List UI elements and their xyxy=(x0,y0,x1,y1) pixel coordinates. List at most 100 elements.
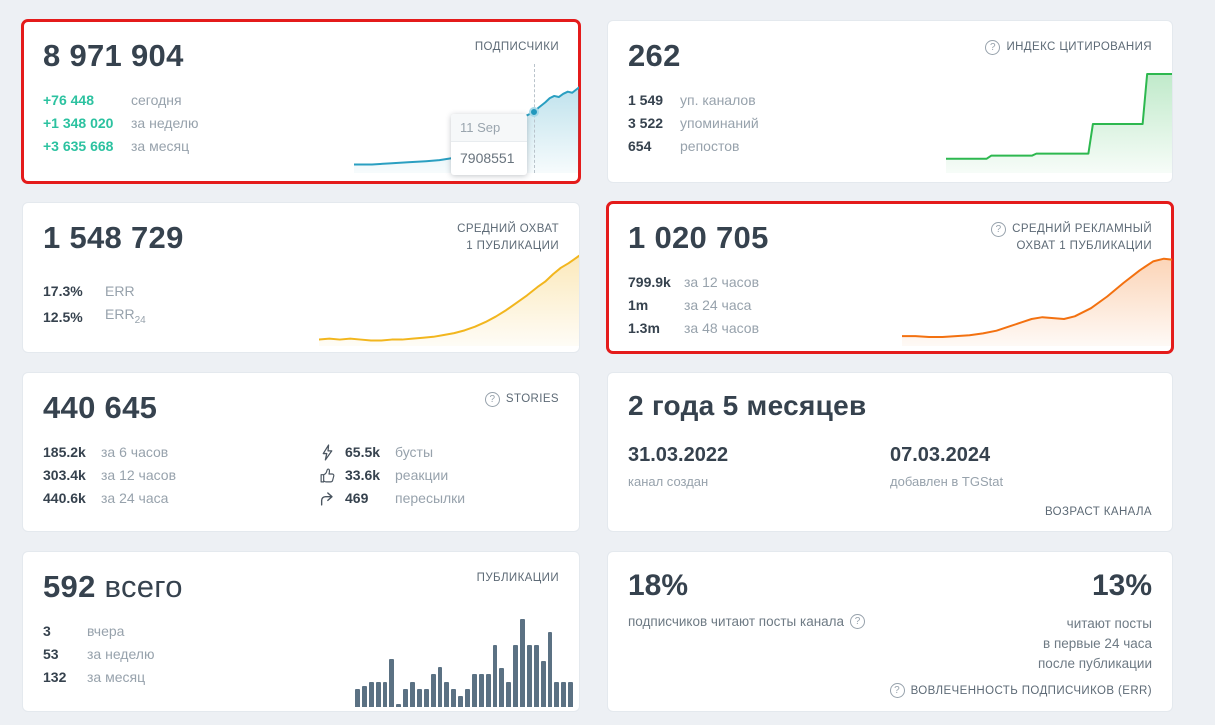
publication-bar xyxy=(513,645,518,707)
stat-label: за месяц xyxy=(131,137,190,154)
stat-row: 65.5k бусты xyxy=(319,441,465,464)
stat-row: 654 репостов xyxy=(628,135,1152,158)
stat-label: за неделю xyxy=(87,645,155,662)
stat-value: 799.9k xyxy=(628,273,671,290)
channel-created-label: канал создан xyxy=(628,474,709,490)
publication-bar xyxy=(403,689,408,707)
stat-label: ERR xyxy=(105,282,135,299)
stat-value: 1.3m xyxy=(628,319,660,336)
stat-row: 440.6k за 24 часа xyxy=(43,487,319,510)
stat-row: +1 348 020 за неделю xyxy=(43,112,559,135)
stat-label: реакции xyxy=(395,466,449,483)
stat-value: 440.6k xyxy=(43,489,86,506)
stat-row: 132 за месяц xyxy=(43,666,559,689)
stat-row: 33.6k реакции xyxy=(319,464,465,487)
stat-label: ERR24 xyxy=(105,305,146,326)
stat-label: за 48 часов xyxy=(684,319,760,336)
stat-row: 53 за неделю xyxy=(43,643,559,666)
boost-icon xyxy=(319,444,336,461)
publication-bar xyxy=(540,661,546,707)
stat-row: 303.4k за 12 часов xyxy=(43,464,319,487)
channel-created-date: 31.03.2022 xyxy=(628,444,729,467)
stat-label: за 12 часов xyxy=(101,466,177,483)
publication-bar xyxy=(382,682,388,707)
card-average-reach: 1 548 729 СРЕДНИЙ ОХВАТ 1 ПУБЛИКАЦИИ 17.… xyxy=(22,202,580,353)
stat-row: 799.9k за 12 часов xyxy=(628,271,1152,294)
help-icon[interactable]: ? xyxy=(985,40,1001,55)
publication-bar xyxy=(451,689,457,707)
publication-bar xyxy=(499,668,505,707)
publication-bar xyxy=(492,645,498,707)
err-percent-value: 18% xyxy=(628,569,689,602)
tgstat-added-label: добавлен в TGStat xyxy=(890,474,1004,490)
stat-value: 132 xyxy=(43,668,67,685)
card-subscribers: 8 971 904 ПОДПИСЧИКИ +76 448 сегодня +1 … xyxy=(21,19,581,184)
chart-tooltip: 11 Sep 7908551 xyxy=(451,114,527,175)
publication-bar xyxy=(458,696,463,707)
avg-reach-sparkline-chart[interactable] xyxy=(319,254,579,346)
help-icon[interactable]: ? xyxy=(850,614,866,629)
publication-bar xyxy=(506,682,512,707)
help-icon[interactable]: ? xyxy=(484,392,500,407)
publication-bar xyxy=(368,682,374,707)
help-icon[interactable]: ? xyxy=(991,222,1007,237)
thumb-up-icon xyxy=(319,467,336,484)
stat-row: 17.3% ERR xyxy=(43,280,559,303)
stat-label: репостов xyxy=(680,137,740,154)
help-icon[interactable]: ? xyxy=(889,683,905,698)
publication-bar xyxy=(375,682,381,707)
publication-bar xyxy=(526,645,532,707)
publication-bar xyxy=(520,619,525,707)
subscribers-card-label: ПОДПИСЧИКИ xyxy=(475,39,559,56)
avg-reach-stats: 17.3% ERR 12.5% ERR24 xyxy=(43,280,559,332)
err-card-label: ? ВОВЛЕЧЕННОСТЬ ПОДПИСЧИКОВ (ERR) xyxy=(889,683,1152,698)
stories-value: 440 645 xyxy=(43,390,158,425)
stat-row: 1 549 уп. каналов xyxy=(628,89,1152,112)
publication-bar xyxy=(471,674,477,707)
channel-created-column: 31.03.2022 канал создан xyxy=(628,444,890,489)
err24-right-block: 13% читают посты в первые 24 часа после … xyxy=(1038,569,1152,674)
stat-value: 303.4k xyxy=(43,466,86,483)
stat-label: за 6 часов xyxy=(101,443,169,460)
stat-row: 1m за 24 часа xyxy=(628,294,1152,317)
publications-bar-chart[interactable] xyxy=(355,619,573,707)
channel-age-columns: 31.03.2022 канал создан 07.03.2024 добав… xyxy=(628,444,1152,489)
stat-value: +76 448 xyxy=(43,91,94,108)
publication-bar xyxy=(444,682,450,707)
chart-marker-dot xyxy=(529,107,539,118)
stat-label: вчера xyxy=(87,622,125,639)
tgstat-added-date: 07.03.2024 xyxy=(890,444,991,467)
stat-label: за 24 часа xyxy=(101,489,169,506)
stat-value: 1 549 xyxy=(628,91,664,108)
card-stories: 440 645 ? STORIES 185.2k за 6 часов 303.… xyxy=(22,372,580,532)
publication-bar xyxy=(533,645,539,707)
subscribers-label-text: ПОДПИСЧИКИ xyxy=(474,41,559,53)
stories-stats-right: 65.5k бусты 33.6k реакции 469 пересылки xyxy=(319,441,465,510)
stat-label: за 24 часа xyxy=(684,296,752,313)
stat-row: 3 522 упоминаний xyxy=(628,112,1152,135)
publication-bar xyxy=(416,689,422,707)
publication-bar xyxy=(547,632,553,707)
publication-bar xyxy=(423,689,429,707)
citation-sparkline-chart[interactable] xyxy=(946,71,1172,173)
publication-bar xyxy=(355,689,360,707)
stat-row: 469 пересылки xyxy=(319,487,465,510)
chart-crosshair-line xyxy=(534,64,535,173)
stories-stats-left: 185.2k за 6 часов 303.4k за 12 часов 440… xyxy=(43,441,319,510)
citation-value: 262 xyxy=(628,38,681,73)
avg-reach-card-label: СРЕДНИЙ ОХВАТ 1 ПУБЛИКАЦИИ xyxy=(457,221,559,255)
tooltip-date: 11 Sep xyxy=(451,114,527,142)
stat-row: 3 вчера xyxy=(43,620,559,643)
stat-value: 33.6k xyxy=(345,466,381,483)
publications-label-text: ПУБЛИКАЦИИ xyxy=(476,572,559,584)
subscribers-stats: +76 448 сегодня +1 348 020 за неделю +3 … xyxy=(43,89,559,158)
citation-card-label: ? ИНДЕКС ЦИТИРОВАНИЯ xyxy=(985,39,1152,56)
ad-reach-card-label: ? СРЕДНИЙ РЕКЛАМНЫЙ ОХВАТ 1 ПУБЛИКАЦИИ xyxy=(991,221,1152,255)
err24-percent-value: 13% xyxy=(1091,569,1152,602)
publication-bar xyxy=(396,704,402,707)
stat-value: 53 xyxy=(43,645,59,662)
err-percent-label: подписчиков читают посты канала ? xyxy=(628,614,866,629)
stat-label: за месяц xyxy=(87,668,146,685)
stat-value: +3 635 668 xyxy=(43,137,114,154)
ad-reach-sparkline-chart[interactable] xyxy=(902,256,1172,346)
